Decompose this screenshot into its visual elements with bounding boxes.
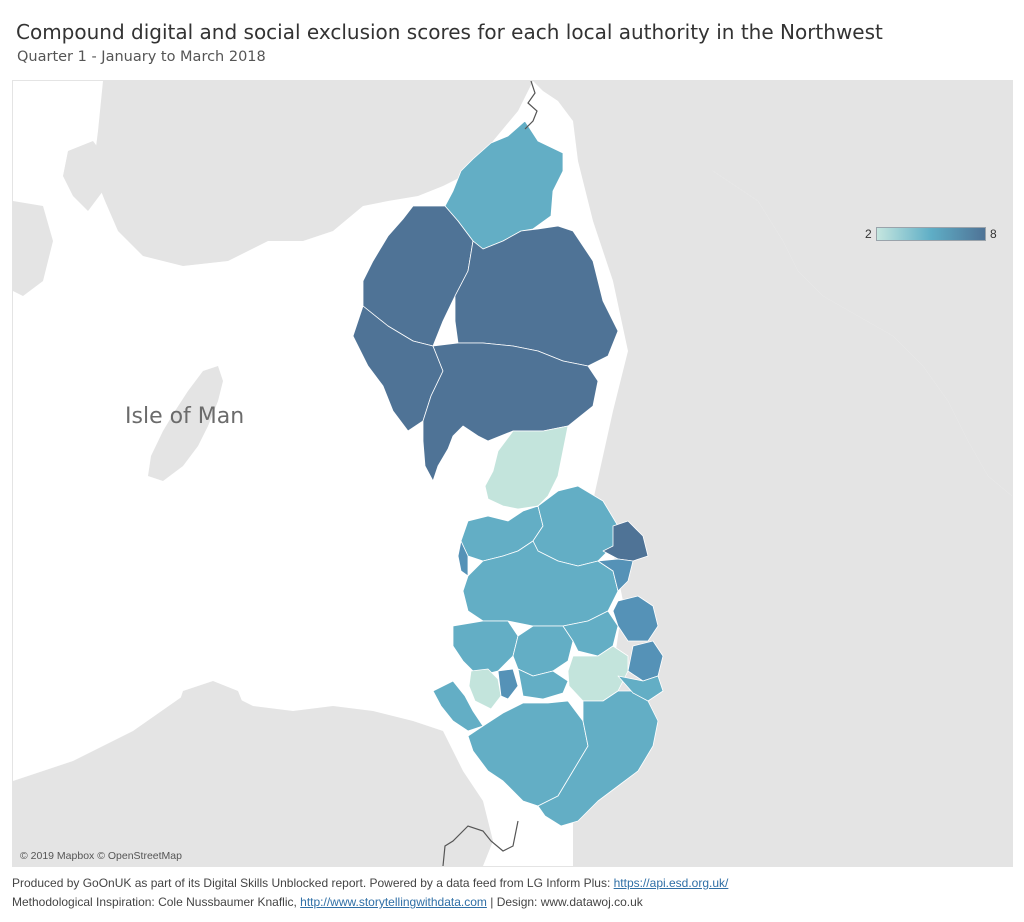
chart-title: Compound digital and social exclusion sc… bbox=[16, 20, 883, 44]
region-stockport[interactable] bbox=[617, 675, 664, 702]
region-burnley[interactable] bbox=[597, 558, 634, 592]
footer-design-credit: | Design: www.datawoj.co.uk bbox=[486, 895, 643, 909]
region-eden[interactable] bbox=[454, 225, 619, 367]
footer-credits: Produced by GoOnUK as part of its Digita… bbox=[12, 876, 728, 890]
region-liverpool[interactable] bbox=[468, 668, 502, 710]
national-borders bbox=[442, 81, 538, 866]
base-map-land bbox=[13, 81, 1012, 866]
footer-inspiration: Methodological Inspiration: Cole Nussbau… bbox=[12, 895, 643, 909]
map-view[interactable]: Isle of Man 2 8 © 2019 Mapbox © OpenStre… bbox=[12, 80, 1013, 867]
chart-subtitle: Quarter 1 - January to March 2018 bbox=[17, 49, 266, 65]
legend-max-label: 8 bbox=[990, 227, 997, 241]
choropleth-map[interactable]: Isle of Man bbox=[13, 81, 1012, 866]
storytelling-link[interactable]: http://www.storytellingwithdata.com bbox=[300, 895, 487, 909]
legend-min-label: 2 bbox=[865, 227, 872, 241]
region-south-lakeland[interactable] bbox=[422, 342, 599, 482]
region-rochdale[interactable] bbox=[612, 595, 659, 642]
footer-credits-text: Produced by GoOnUK as part of its Digita… bbox=[12, 876, 614, 890]
place-label-isle-of-man: Isle of Man bbox=[125, 404, 244, 429]
footer-inspiration-text: Methodological Inspiration: Cole Nussbau… bbox=[12, 895, 301, 909]
nw-local-authorities[interactable] bbox=[352, 120, 664, 827]
region-west-lancs[interactable] bbox=[452, 620, 519, 677]
region-blackpool[interactable] bbox=[457, 540, 469, 577]
region-st-helens[interactable] bbox=[517, 668, 569, 700]
region-lancaster[interactable] bbox=[484, 425, 569, 510]
region-wigan[interactable] bbox=[512, 625, 574, 677]
legend-color-ramp bbox=[876, 227, 986, 241]
map-attribution: © 2019 Mapbox © OpenStreetMap bbox=[20, 850, 182, 862]
lg-inform-link[interactable]: https://api.esd.org.uk/ bbox=[613, 876, 729, 890]
region-knowsley[interactable] bbox=[497, 668, 519, 700]
